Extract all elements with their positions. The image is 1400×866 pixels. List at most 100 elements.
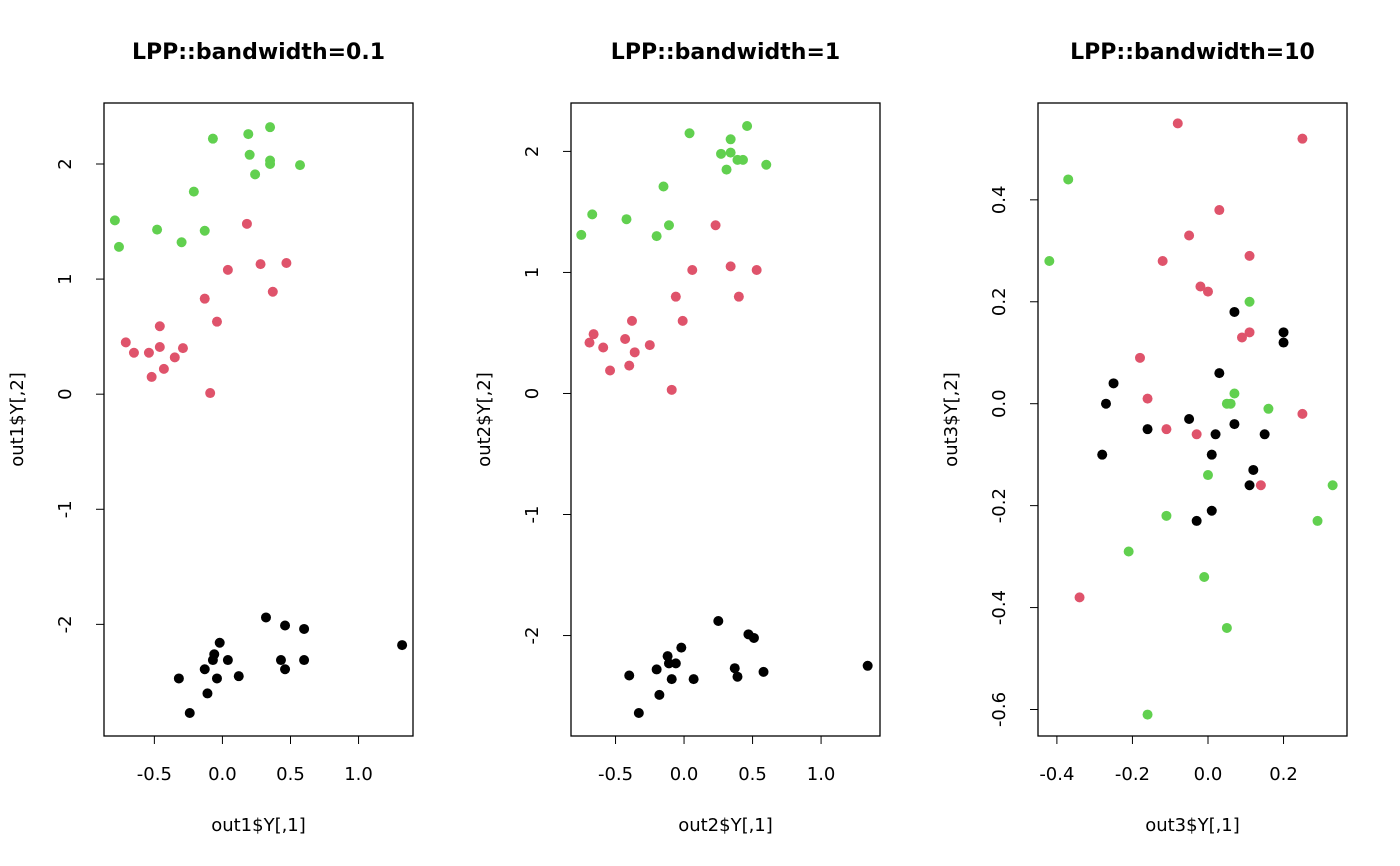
y-tick-label: -1: [55, 500, 76, 518]
point: [250, 169, 261, 180]
point: [1255, 480, 1266, 491]
point: [188, 186, 199, 197]
point: [1184, 230, 1195, 241]
point: [621, 214, 632, 225]
point: [202, 688, 213, 699]
point: [176, 237, 187, 248]
point: [1191, 429, 1202, 440]
point: [1259, 429, 1270, 440]
chart-title: LPP::bandwidth=0.1: [132, 40, 385, 65]
point: [154, 341, 165, 352]
x-axis-label: out2$Y[,1]: [678, 815, 773, 836]
point: [1074, 592, 1085, 603]
point: [1236, 332, 1247, 343]
point: [598, 342, 609, 353]
point: [199, 293, 210, 304]
point: [721, 164, 732, 175]
point: [154, 321, 165, 332]
point: [275, 655, 286, 666]
point: [644, 340, 655, 351]
point: [576, 229, 587, 240]
point: [666, 384, 677, 395]
point: [676, 642, 687, 653]
point: [588, 329, 599, 340]
point: [1206, 449, 1217, 460]
point: [742, 120, 753, 131]
point: [244, 149, 255, 160]
point: [758, 666, 769, 677]
point: [1063, 174, 1074, 185]
point: [1134, 352, 1145, 363]
point: [211, 316, 222, 327]
point: [233, 671, 244, 682]
point: [241, 218, 252, 229]
point: [633, 708, 644, 719]
point: [1225, 398, 1236, 409]
point: [1244, 327, 1255, 338]
point: [1108, 378, 1119, 389]
point: [143, 347, 154, 358]
point: [280, 620, 291, 631]
point: [1229, 419, 1240, 430]
point: [1327, 480, 1338, 491]
point: [1142, 424, 1153, 435]
point: [146, 371, 157, 382]
point: [177, 343, 188, 354]
point: [624, 670, 635, 681]
point: [1123, 546, 1134, 557]
y-tick-label: 2: [55, 158, 76, 169]
point: [299, 623, 310, 634]
point: [716, 148, 727, 159]
y-tick-label: 0.4: [989, 186, 1010, 215]
point: [1229, 306, 1240, 317]
chart-title: LPP::bandwidth=1: [611, 40, 840, 65]
point: [732, 671, 743, 682]
y-tick-label: 0.0: [989, 389, 1010, 418]
y-tick-label: -0.2: [989, 488, 1010, 523]
x-tick-label: -0.5: [598, 764, 633, 785]
point: [733, 291, 744, 302]
point: [587, 209, 598, 220]
x-tick-label: 1.0: [344, 764, 373, 785]
point: [1214, 205, 1225, 216]
point: [605, 365, 616, 376]
point: [626, 315, 637, 326]
point: [584, 337, 595, 348]
point: [211, 673, 222, 684]
point: [397, 640, 408, 651]
point: [761, 159, 772, 170]
point: [1184, 413, 1195, 424]
point: [169, 352, 180, 363]
point: [1210, 429, 1221, 440]
y-tick-label: 0: [55, 388, 76, 399]
point: [1199, 571, 1210, 582]
y-axis-label: out2$Y[,2]: [474, 372, 495, 467]
point: [651, 231, 662, 242]
y-tick-label: -2: [522, 627, 543, 645]
point: [684, 128, 695, 139]
point: [658, 181, 669, 192]
x-tick-label: -0.4: [1039, 764, 1074, 785]
point: [265, 122, 276, 133]
point: [666, 674, 677, 685]
x-tick-label: 0.0: [208, 764, 237, 785]
point: [1263, 403, 1274, 414]
point: [677, 315, 688, 326]
point: [1100, 398, 1111, 409]
point: [280, 664, 291, 675]
point: [713, 616, 724, 627]
point: [267, 286, 278, 297]
y-axis-label: out3$Y[,2]: [941, 372, 962, 467]
point: [214, 637, 225, 648]
x-tick-label: 1.0: [807, 764, 836, 785]
point: [654, 689, 665, 700]
point: [862, 660, 873, 671]
point: [1097, 449, 1108, 460]
point: [748, 632, 759, 643]
point: [1195, 281, 1206, 292]
point: [1044, 255, 1055, 266]
plot-box: [570, 102, 881, 737]
x-axis-label: out1$Y[,1]: [211, 815, 306, 836]
x-tick-label: -0.2: [1115, 764, 1150, 785]
